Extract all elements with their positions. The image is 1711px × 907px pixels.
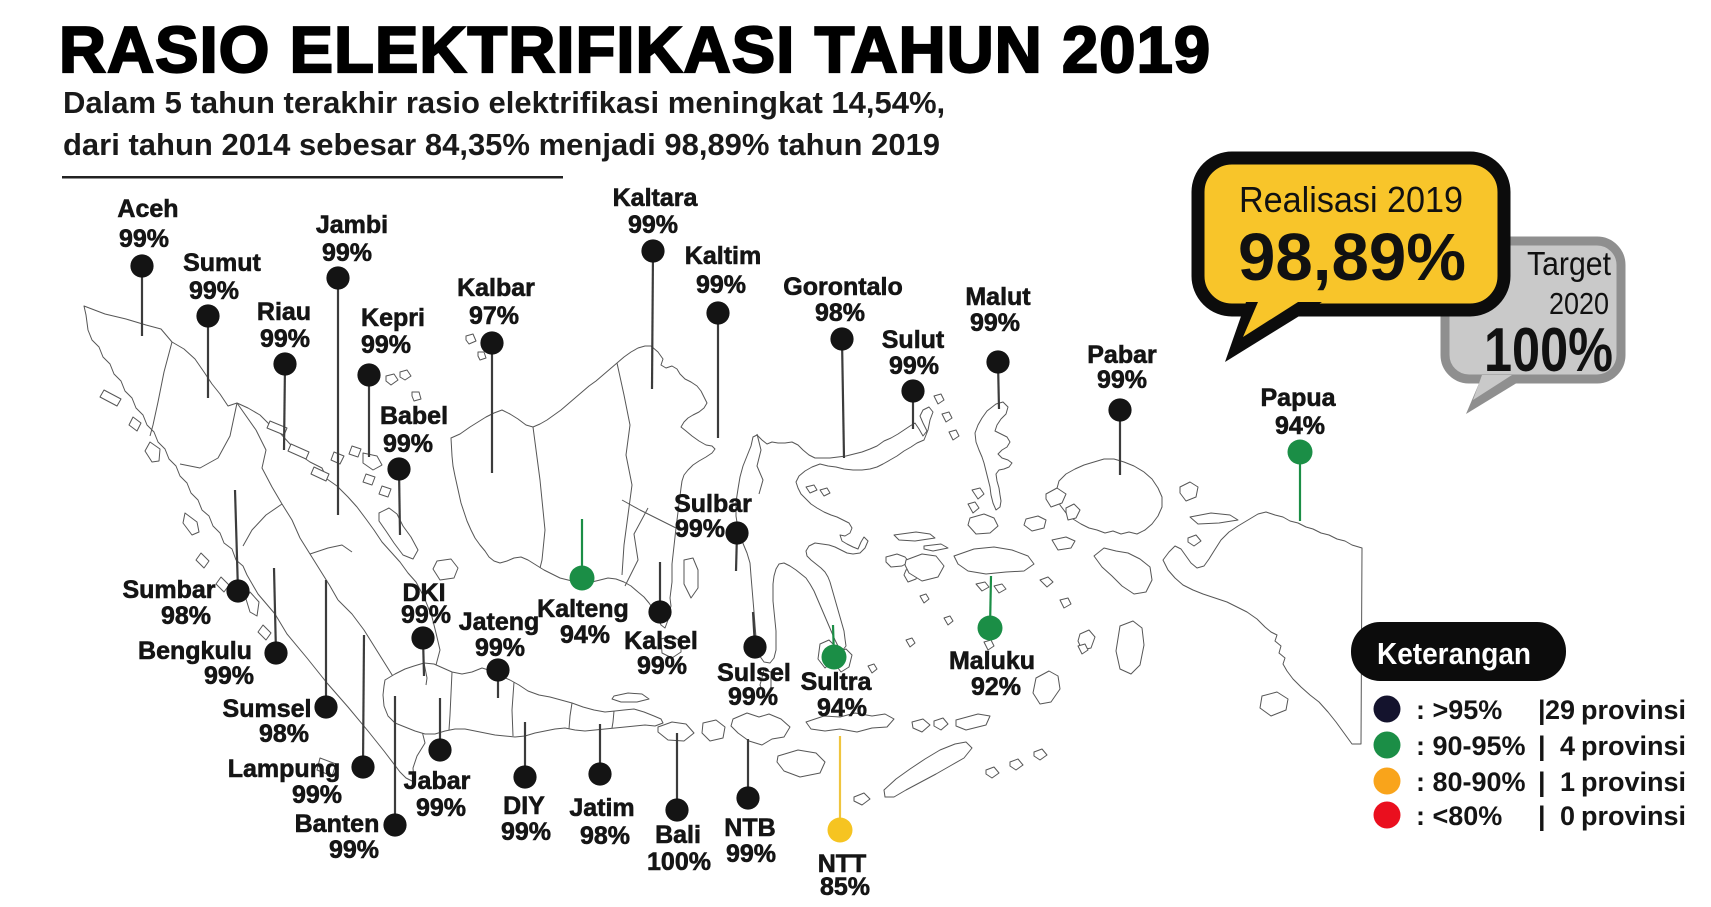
svg-text:94%: 94% — [817, 694, 867, 722]
svg-text:: 90-95%: : 90-95% — [1416, 731, 1526, 761]
svg-text:99%: 99% — [628, 211, 678, 239]
svg-text:: 80-90%: : 80-90% — [1416, 767, 1526, 797]
svg-text:Babel: Babel — [380, 402, 448, 430]
svg-text:Gorontalo: Gorontalo — [783, 273, 902, 301]
svg-text:: <80%: : <80% — [1416, 801, 1502, 831]
svg-text:Bengkulu: Bengkulu — [138, 637, 252, 665]
svg-text:99%: 99% — [675, 515, 725, 543]
svg-text:99%: 99% — [726, 840, 776, 868]
svg-text:NTT: NTT — [818, 850, 867, 878]
svg-text:100%: 100% — [1484, 316, 1613, 385]
svg-text:: >95%: : >95% — [1416, 695, 1502, 725]
svg-text:provinsi: provinsi — [1581, 695, 1686, 725]
svg-text:Banten: Banten — [295, 810, 380, 838]
svg-text:99%: 99% — [329, 836, 379, 864]
svg-text:99%: 99% — [383, 430, 433, 458]
svg-text:99%: 99% — [970, 309, 1020, 337]
svg-text:Kalbar: Kalbar — [457, 274, 535, 302]
svg-text:Keterangan: Keterangan — [1377, 636, 1531, 671]
svg-text:98%: 98% — [580, 822, 630, 850]
svg-text:Pabar: Pabar — [1087, 341, 1157, 369]
svg-text:Kaltara: Kaltara — [613, 184, 699, 212]
svg-text:Riau: Riau — [257, 298, 311, 326]
svg-text:Lampung: Lampung — [228, 755, 341, 783]
svg-text:100%: 100% — [647, 848, 711, 876]
svg-text:Maluku: Maluku — [949, 647, 1035, 675]
svg-text:4: 4 — [1560, 731, 1575, 761]
svg-text:99%: 99% — [189, 277, 239, 305]
svg-text:|: | — [1538, 695, 1546, 725]
svg-text:provinsi: provinsi — [1581, 731, 1686, 761]
svg-text:Sulsel: Sulsel — [717, 659, 791, 687]
svg-text:98%: 98% — [815, 299, 865, 327]
svg-text:Realisasi 2019: Realisasi 2019 — [1239, 179, 1463, 220]
svg-text:92%: 92% — [971, 673, 1021, 701]
svg-text:Aceh: Aceh — [117, 195, 178, 223]
svg-text:Kaltim: Kaltim — [685, 242, 761, 270]
svg-text:Target: Target — [1527, 245, 1611, 282]
svg-text:|: | — [1538, 731, 1546, 761]
svg-text:Papua: Papua — [1260, 384, 1336, 412]
svg-text:0: 0 — [1560, 801, 1575, 831]
svg-text:Sumsel: Sumsel — [223, 695, 312, 723]
svg-text:Kalsel: Kalsel — [624, 627, 698, 655]
svg-text:dari tahun 2014 sebesar 84,35%: dari tahun 2014 sebesar 84,35% menjadi 9… — [63, 127, 940, 162]
svg-text:provinsi: provinsi — [1581, 767, 1686, 797]
svg-text:99%: 99% — [501, 818, 551, 846]
svg-text:29: 29 — [1545, 695, 1575, 725]
svg-text:Sultra: Sultra — [801, 668, 873, 696]
svg-text:94%: 94% — [1275, 412, 1325, 440]
svg-text:Jateng: Jateng — [459, 608, 540, 636]
svg-text:Bali: Bali — [655, 821, 701, 849]
svg-text:99%: 99% — [637, 652, 687, 680]
svg-text:94%: 94% — [560, 621, 610, 649]
svg-text:99%: 99% — [696, 271, 746, 299]
svg-text:99%: 99% — [416, 794, 466, 822]
svg-text:98%: 98% — [259, 720, 309, 748]
svg-text:99%: 99% — [204, 662, 254, 690]
svg-text:Malut: Malut — [965, 283, 1031, 311]
svg-text:99%: 99% — [475, 634, 525, 662]
svg-text:Sulbar: Sulbar — [674, 490, 752, 518]
svg-text:NTB: NTB — [724, 814, 775, 842]
svg-text:98%: 98% — [161, 602, 211, 630]
svg-text:DIY: DIY — [503, 792, 545, 820]
svg-text:Kalteng: Kalteng — [537, 595, 629, 623]
svg-text:Jatim: Jatim — [569, 794, 634, 822]
svg-text:99%: 99% — [401, 601, 451, 629]
svg-text:99%: 99% — [1097, 366, 1147, 394]
svg-text:Sulut: Sulut — [882, 326, 945, 354]
svg-text:99%: 99% — [728, 683, 778, 711]
svg-text:provinsi: provinsi — [1581, 801, 1686, 831]
svg-text:99%: 99% — [889, 352, 939, 380]
svg-text:99%: 99% — [260, 325, 310, 353]
svg-text:99%: 99% — [119, 225, 169, 253]
svg-text:|: | — [1538, 801, 1546, 831]
svg-text:|: | — [1538, 767, 1546, 797]
svg-text:2020: 2020 — [1549, 286, 1609, 321]
svg-text:Sumbar: Sumbar — [122, 576, 215, 604]
svg-text:Dalam 5 tahun terakhir rasio e: Dalam 5 tahun terakhir rasio elektrifika… — [63, 85, 945, 120]
svg-text:99%: 99% — [322, 239, 372, 267]
svg-text:99%: 99% — [292, 781, 342, 809]
svg-text:1: 1 — [1560, 767, 1575, 797]
svg-text:Sumut: Sumut — [183, 249, 261, 277]
svg-text:DKI: DKI — [402, 579, 445, 607]
svg-text:Jambi: Jambi — [316, 211, 388, 239]
svg-text:98,89%: 98,89% — [1238, 220, 1466, 295]
svg-text:Jabar: Jabar — [404, 767, 471, 795]
svg-text:Kepri: Kepri — [361, 304, 425, 332]
svg-text:99%: 99% — [361, 331, 411, 359]
svg-text:85%: 85% — [820, 873, 870, 901]
svg-text:97%: 97% — [469, 302, 519, 330]
